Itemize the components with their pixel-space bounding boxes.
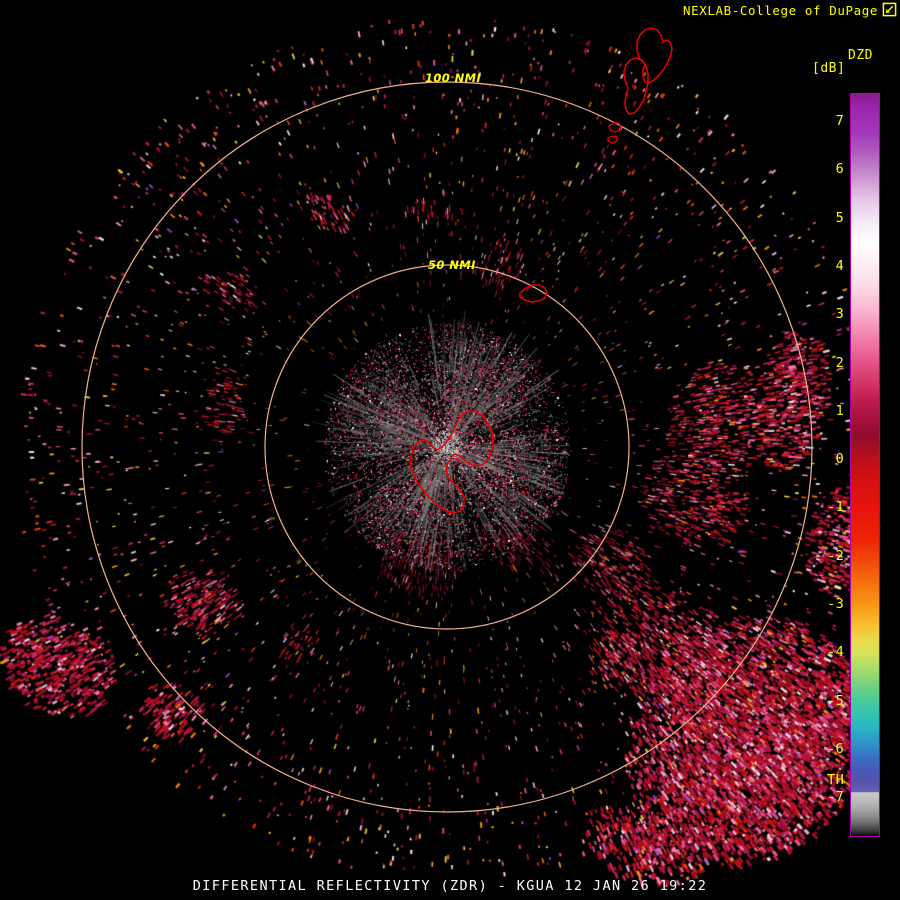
colorbar-tick-neg2: -2 [827,547,844,564]
colorbar-tick-neg7: -7 [827,789,844,806]
colorbar-tick-1: 1 [835,402,844,419]
colorbar-frame [850,93,880,837]
colorbar-tick-neg1: -1 [827,499,844,516]
arrow-box-icon[interactable] [882,2,897,17]
product-title-text: DIFFERENTIAL REFLECTIVITY (ZDR) - KGUA 1… [192,878,708,894]
colorbar-tick-neg5: -5 [827,692,844,709]
colorbar-threshold-label: TH [827,772,844,788]
colorbar-tick-4: 4 [835,257,844,274]
colorbar-tick-5: 5 [835,209,844,226]
colorbar-title: DZD [848,48,873,63]
colorbar-gradient [851,94,879,836]
colorbar-tick-neg3: -3 [827,596,844,613]
footer-bar: DIFFERENTIAL REFLECTIVITY (ZDR) - KGUA 1… [0,874,900,900]
colorbar-tick-3: 3 [835,306,844,323]
header-credit-text: NEXLAB-College of DuPage [682,3,878,18]
colorbar-tick-7: 7 [835,112,844,129]
colorbar-units-label: [dB] [812,61,846,76]
header-bar: NEXLAB-College of DuPage [0,0,900,22]
colorbar-tick-neg6: -6 [827,741,844,758]
range-ring-label-50nmi: 50 NMI [428,258,476,272]
colorbar-tick-6: 6 [835,161,844,178]
range-ring-label-100nmi: 100 NMI [425,71,482,85]
colorbar-tick-2: 2 [835,354,844,371]
colorbar-tick-neg4: -4 [827,644,844,661]
colorbar-panel: DZD [dB] 7 6 5 4 3 2 1 0 -1 -2 -3 -4 -5 -6 -7 TH [805,40,900,840]
colorbar-tick-0: 0 [835,451,844,468]
